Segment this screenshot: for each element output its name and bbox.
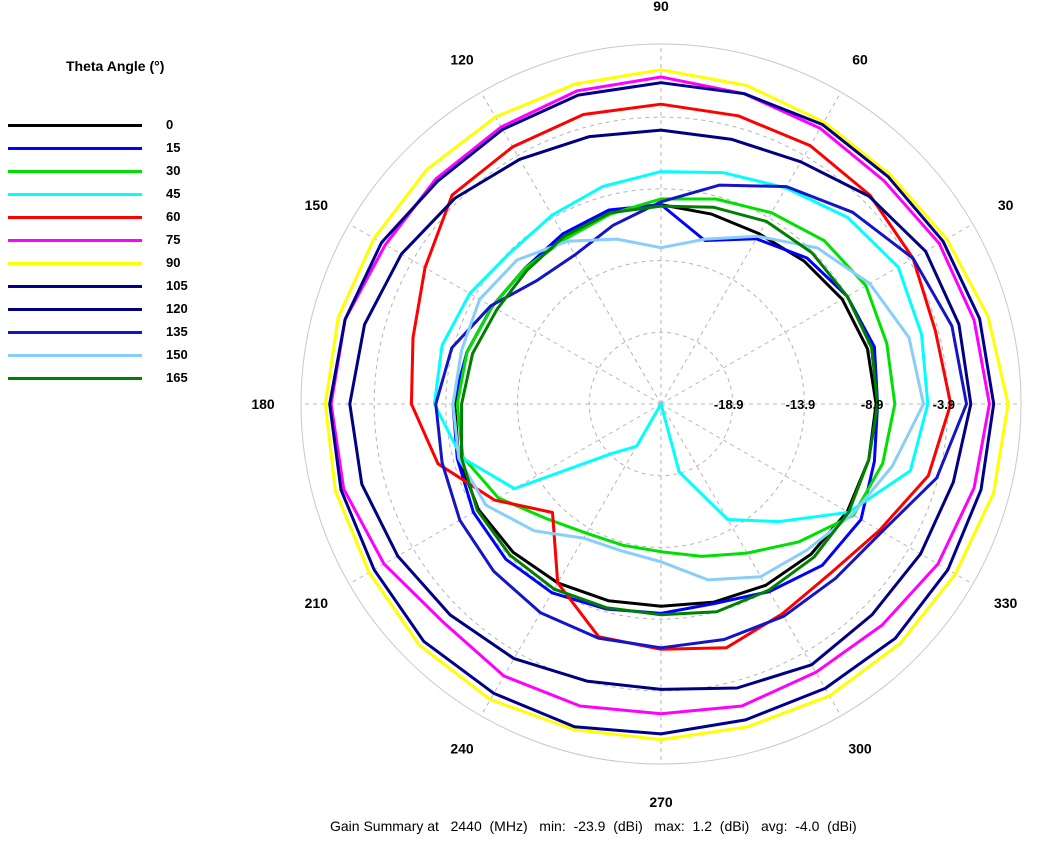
angle-label-240: 240	[450, 741, 474, 757]
gain-summary: Gain Summary at 2440 (MHz) min: -23.9 (d…	[330, 818, 857, 834]
legend-swatch	[8, 377, 142, 380]
legend-swatch	[8, 262, 142, 265]
legend-label: 135	[166, 324, 188, 339]
legend-swatch	[8, 285, 142, 288]
legend-swatch	[8, 216, 142, 219]
legend-item-30: 30	[6, 161, 206, 183]
series-135	[434, 183, 968, 650]
angle-label-210: 210	[305, 595, 329, 611]
legend-item-0: 0	[6, 115, 206, 137]
series-105	[328, 81, 996, 736]
series-45	[432, 170, 930, 524]
legend-item-15: 15	[6, 138, 206, 160]
legend-item-60: 60	[6, 207, 206, 229]
legend-item-150: 150	[6, 345, 206, 367]
legend-swatch	[8, 147, 142, 150]
legend-label: 120	[166, 301, 188, 316]
outer-ring	[300, 43, 1022, 765]
legend-label: 75	[166, 232, 181, 247]
legend-label: 165	[166, 370, 188, 385]
ring-label-3: -3.9	[933, 397, 955, 412]
angle-label-90: 90	[653, 0, 669, 14]
angle-label-180: 180	[251, 396, 275, 412]
legend-label: 30	[166, 163, 181, 178]
ring-0	[588, 331, 734, 477]
angle-label-270: 270	[649, 794, 673, 810]
angle-label-30: 30	[998, 197, 1014, 213]
legend: Theta Angle (°) 0 15 30 45 60 75 90 105 120 135 15…	[0, 0, 230, 400]
legend-swatch	[8, 354, 142, 357]
series-165	[460, 204, 880, 617]
legend-swatch	[8, 193, 142, 196]
legend-swatch	[8, 170, 142, 173]
angle-label-120: 120	[450, 51, 474, 67]
ring-label-0: -18.9	[714, 397, 744, 412]
legend-label: 150	[166, 347, 188, 362]
angle-label-150: 150	[305, 197, 329, 213]
legend-swatch	[8, 124, 142, 127]
legend-title: Theta Angle (°)	[66, 58, 165, 74]
spoke-150	[348, 223, 662, 405]
legend-item-75: 75	[6, 230, 206, 252]
legend-swatch	[8, 239, 142, 242]
ring-label-1: -13.9	[786, 397, 816, 412]
series-90	[323, 68, 1010, 742]
spoke-240	[480, 403, 662, 717]
spoke-60	[660, 91, 842, 405]
legend-item-135: 135	[6, 322, 206, 344]
legend-label: 0	[166, 117, 174, 132]
series-60	[409, 102, 953, 651]
series-120	[348, 128, 973, 691]
ring-1	[517, 260, 805, 548]
angle-label-60: 60	[852, 51, 868, 67]
legend-item-120: 120	[6, 299, 206, 321]
legend-swatch	[8, 308, 142, 311]
legend-label: 15	[166, 140, 181, 155]
spoke-210	[348, 403, 662, 585]
legend-item-165: 165	[6, 368, 206, 390]
legend-label: 45	[166, 186, 181, 201]
legend-label: 105	[166, 278, 188, 293]
series-150	[451, 234, 925, 582]
spoke-120	[480, 91, 662, 405]
label-layer: 0306090120150180210240270300330-18.9-13.…	[251, 0, 1018, 810]
legend-label: 90	[166, 255, 181, 270]
spoke-30	[660, 223, 974, 405]
angle-label-300: 300	[848, 741, 872, 757]
angle-label-330: 330	[994, 595, 1018, 611]
series-30	[455, 197, 897, 558]
legend-label: 60	[166, 209, 181, 224]
series-layer	[323, 68, 1010, 742]
legend-swatch	[8, 331, 142, 334]
ring-label-2: -8.9	[861, 397, 883, 412]
spoke-300	[660, 403, 842, 717]
legend-item-45: 45	[6, 184, 206, 206]
legend-item-105: 105	[6, 276, 206, 298]
legend-item-90: 90	[6, 253, 206, 275]
